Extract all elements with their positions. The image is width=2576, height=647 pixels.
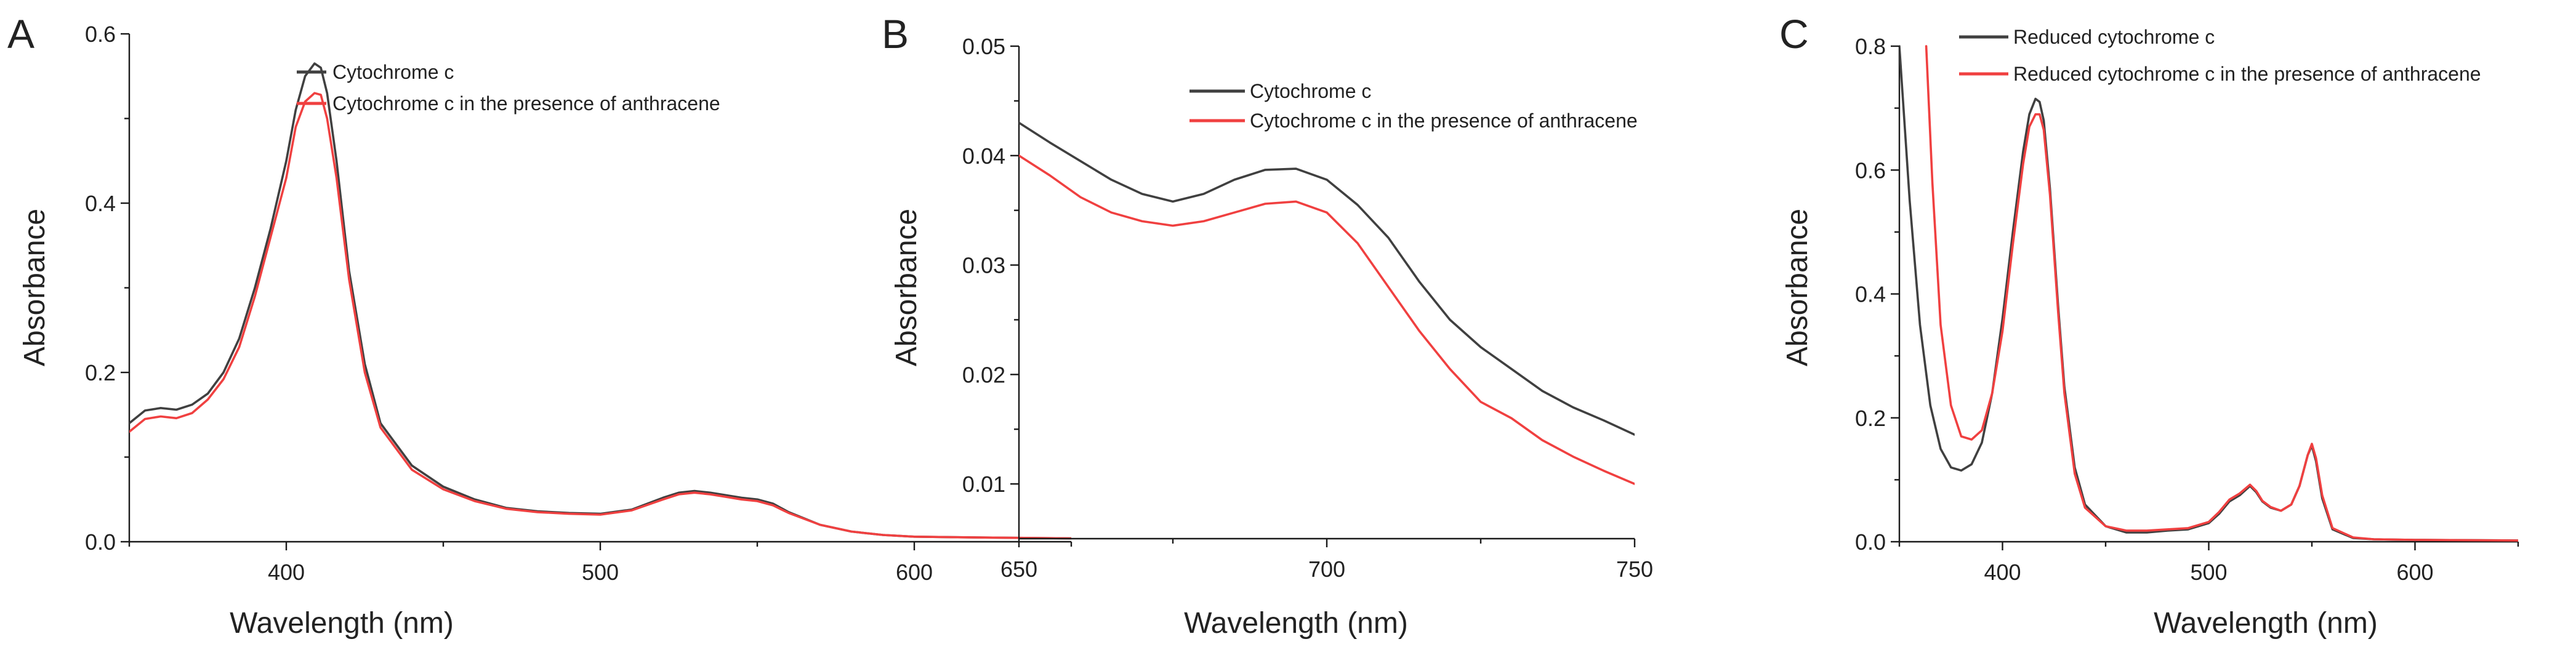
panel-b-legend-label-cytochrome-c: Cytochrome c: [1250, 80, 1371, 102]
panel-b-series-anthracene-line: [1019, 155, 1635, 485]
panel-c-y-tick-label: 0.4: [1855, 282, 1886, 307]
panel-c-ticks: 400 500 600 0.0 0.2 0.4 0.6 0.8: [1855, 34, 2519, 585]
panel-a-y-tick-label: 0.0: [85, 529, 116, 555]
panel-b-x-tick-label: 750: [1616, 557, 1653, 582]
panel-c-y-tick-label: 0.8: [1855, 34, 1886, 59]
panel-a-x-tick-label: 500: [582, 560, 619, 585]
panel-c-letter: C: [1779, 11, 1809, 57]
panel-b-letter: B: [882, 11, 909, 57]
panel-a-series-control-line: [129, 62, 1071, 540]
panel-c-x-tick-label: 600: [2396, 560, 2433, 585]
panel-a-y-tick-label: 0.2: [85, 360, 116, 385]
panel-b-x-axis-label: Wavelength (nm): [1184, 607, 1408, 640]
panel-a-ticks: 400 500 600 0.0 0.2 0.4 0.6: [85, 22, 1073, 585]
panel-a-x-axis-label: Wavelength (nm): [230, 607, 454, 640]
panel-a-y-tick-label: 0.4: [85, 191, 116, 216]
panel-c-series-anthracene-line: [1925, 45, 2518, 542]
panel-b-legend-label-anthracene: Cytochrome c in the presence of anthrace…: [1250, 110, 1638, 132]
panel-c-x-axis-label: Wavelength (nm): [2154, 607, 2378, 640]
panel-c: C 400 500 600 0.0 0.2 0.4 0.6 0.8 Wavelength (n…: [1779, 11, 2519, 640]
panel-c-series-control-line: [1899, 45, 2518, 542]
panel-a-y-axis-label: Absorbance: [18, 209, 51, 366]
panel-b-y-tick-label: 0.03: [962, 253, 1005, 278]
panel-a-x-tick-label: 600: [896, 560, 933, 585]
panel-b-series-control-line: [1019, 121, 1635, 436]
panel-b-legend: Cytochrome c Cytochrome c in the presenc…: [1189, 80, 1638, 132]
panel-b-x-tick-label: 650: [1000, 557, 1037, 582]
panel-c-series: [1899, 45, 2518, 542]
panel-a-legend-label-anthracene: Cytochrome c in the presence of anthrace…: [332, 92, 720, 115]
panel-b: B 650 700 750 0.01 0.02 0.03 0.04 0.05 Waveleng…: [882, 11, 1653, 640]
panel-a-legend-label-cytochrome-c: Cytochrome c: [332, 61, 454, 83]
panel-b-y-tick-label: 0.02: [962, 362, 1005, 387]
panel-b-y-tick-label: 0.01: [962, 472, 1005, 497]
panel-b-y-axis-label: Absorbance: [890, 209, 923, 366]
panel-c-axes: [1898, 46, 2518, 543]
panel-a-x-tick-label: 400: [268, 560, 305, 585]
panel-a-letter: A: [7, 11, 34, 57]
panel-c-y-tick-label: 0.2: [1855, 406, 1886, 431]
panel-b-ticks: 650 700 750 0.01 0.02 0.03 0.04 0.05: [962, 34, 1653, 582]
panel-c-legend-label-reduced-cytochrome-c: Reduced cytochrome c: [2013, 26, 2215, 48]
panel-b-x-tick-label: 700: [1308, 557, 1345, 582]
panel-a-y-tick-label: 0.6: [85, 22, 116, 47]
panel-a-legend: Cytochrome c Cytochrome c in the presenc…: [297, 61, 720, 115]
panel-c-legend: Reduced cytochrome c Reduced cytochrome …: [1959, 26, 2481, 85]
panel-c-y-tick-label: 0.0: [1855, 529, 1886, 555]
panel-b-y-tick-label: 0.05: [962, 34, 1005, 59]
panel-b-series: [1019, 121, 1635, 485]
panel-c-x-tick-label: 500: [2190, 560, 2227, 585]
panel-c-x-tick-label: 400: [1984, 560, 2021, 585]
panel-c-y-tick-label: 0.6: [1855, 158, 1886, 183]
panel-c-y-axis-label: Absorbance: [1781, 209, 1814, 366]
panel-a-series: [129, 62, 1071, 540]
panel-b-y-tick-label: 0.04: [962, 143, 1005, 169]
panel-a-series-anthracene-line: [129, 92, 1071, 540]
panel-c-legend-label-anthracene: Reduced cytochrome c in the presence of …: [2013, 63, 2481, 85]
